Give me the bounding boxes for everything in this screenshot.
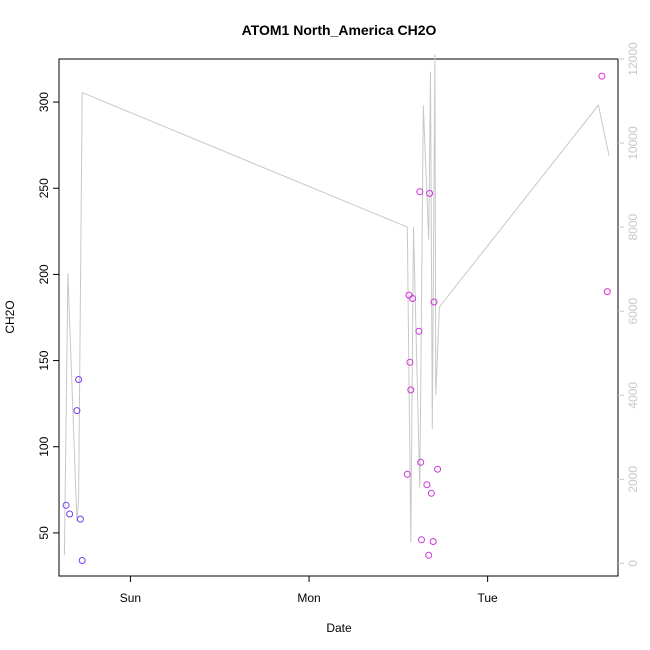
series-line <box>63 54 610 556</box>
y-axis-label: CH2O <box>3 300 17 333</box>
data-point <box>417 458 425 466</box>
data-point <box>426 189 434 197</box>
data-point <box>78 557 86 564</box>
data-point <box>430 298 438 306</box>
data-point <box>76 515 84 523</box>
data-point <box>66 510 74 518</box>
y-right-tick-label: 10000 <box>626 126 640 160</box>
y-right-tick-label: 2000 <box>626 466 640 493</box>
data-point <box>406 358 414 366</box>
x-tick-label: Sun <box>120 591 141 605</box>
y-left-tick-label: 50 <box>37 526 51 540</box>
x-tick-label: Tue <box>478 591 499 605</box>
data-point <box>425 551 433 559</box>
y-left-tick-label: 150 <box>37 350 51 370</box>
data-point <box>427 489 435 497</box>
data-point <box>418 536 425 544</box>
data-point <box>434 465 442 473</box>
data-point <box>407 386 415 394</box>
y-left-tick-label: 200 <box>37 264 51 284</box>
y-right-tick-label: 12000 <box>626 42 640 76</box>
y-axis-right: 0 2000 4000 6000 8000 10000 12000 <box>618 42 640 567</box>
y-right-tick-label: 4000 <box>626 382 640 409</box>
data-point <box>73 407 81 415</box>
y-right-tick-label: 6000 <box>626 298 640 325</box>
y-axis-left: 50 100 150 200 250 300 <box>37 92 59 540</box>
y-left-tick-label: 100 <box>37 436 51 456</box>
data-point <box>403 470 411 478</box>
data-point <box>603 288 611 296</box>
data-point <box>415 327 423 335</box>
data-point <box>423 481 431 489</box>
plot-frame <box>58 58 619 577</box>
y-left-tick-label: 250 <box>37 178 51 198</box>
data-point <box>62 501 70 509</box>
y-right-tick-label: 0 <box>626 560 640 567</box>
data-point <box>416 188 424 196</box>
y-right-tick-label: 8000 <box>626 213 640 240</box>
data-point <box>75 376 83 383</box>
x-axis: Sun Mon Tue <box>120 576 498 605</box>
line-series-group <box>63 54 610 556</box>
x-axis-label: Date <box>326 621 352 635</box>
data-point <box>598 72 606 80</box>
x-tick-label: Mon <box>297 591 320 605</box>
data-point <box>429 538 437 545</box>
y-left-tick-label: 300 <box>37 92 51 112</box>
point-series-group <box>62 72 611 564</box>
data-point <box>409 295 417 302</box>
chart-title: ATOM1 North_America CH2O <box>242 22 437 38</box>
